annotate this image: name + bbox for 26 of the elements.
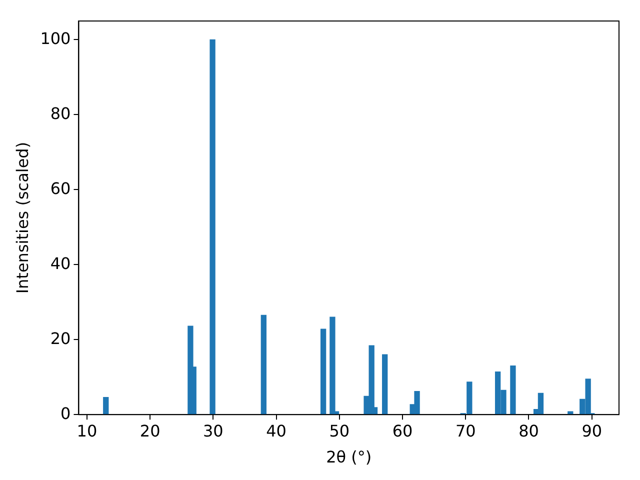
x-tick-label: 90	[582, 421, 602, 440]
x-tick-label: 60	[392, 421, 413, 440]
y-tick-label: 40	[50, 254, 71, 273]
x-tick-label: 30	[202, 421, 224, 440]
y-tick-label: 20	[50, 328, 71, 348]
x-tick-label: 40	[266, 421, 286, 440]
x-axis-title: 2θ (°)	[326, 448, 372, 467]
y-axis-title: Intensities (scaled)	[12, 142, 32, 294]
x-tick-label: 10	[76, 421, 98, 440]
bar	[382, 354, 388, 414]
x-tick-label: 50	[329, 421, 350, 440]
x-tick-label: 20	[140, 421, 160, 440]
bar	[414, 391, 420, 414]
x-tick-label: 70	[455, 421, 476, 440]
bar	[260, 314, 266, 414]
y-tick-label: 60	[50, 178, 71, 198]
y-tick-label: 0	[60, 404, 71, 423]
y-tick-label: 80	[50, 104, 71, 123]
y-tick-label: 100	[40, 28, 71, 48]
x-tick-label: 80	[518, 421, 539, 440]
bar	[210, 39, 216, 414]
bar	[103, 397, 109, 414]
bar	[330, 316, 336, 414]
bar	[538, 392, 544, 414]
bar	[320, 328, 326, 414]
bar	[510, 366, 516, 414]
